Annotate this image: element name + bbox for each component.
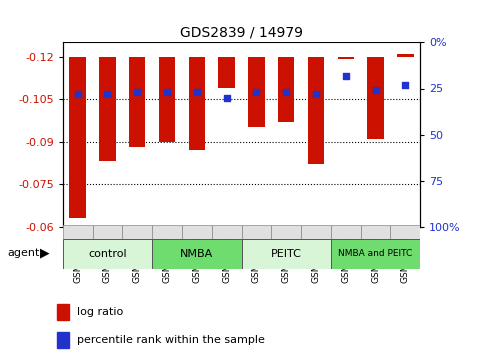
FancyBboxPatch shape: [242, 239, 331, 269]
FancyBboxPatch shape: [63, 225, 93, 239]
Point: [312, 91, 320, 97]
Bar: [308, 57, 324, 164]
FancyBboxPatch shape: [63, 239, 152, 269]
FancyBboxPatch shape: [390, 225, 420, 239]
FancyBboxPatch shape: [361, 225, 390, 239]
Point: [253, 89, 260, 95]
Point: [223, 95, 230, 101]
Bar: [368, 57, 384, 139]
Bar: [248, 57, 265, 127]
Text: ▶: ▶: [40, 247, 50, 259]
Text: percentile rank within the sample: percentile rank within the sample: [77, 335, 265, 346]
Bar: [57, 332, 69, 348]
Bar: [189, 57, 205, 150]
Point: [342, 73, 350, 79]
Title: GDS2839 / 14979: GDS2839 / 14979: [180, 26, 303, 40]
FancyBboxPatch shape: [331, 225, 361, 239]
FancyBboxPatch shape: [301, 225, 331, 239]
Text: PEITC: PEITC: [271, 249, 301, 259]
Point: [74, 91, 82, 97]
Text: agent: agent: [7, 248, 40, 258]
Bar: [99, 57, 115, 161]
FancyBboxPatch shape: [212, 225, 242, 239]
FancyBboxPatch shape: [152, 239, 242, 269]
Point: [193, 89, 201, 95]
Bar: [218, 57, 235, 88]
Bar: [57, 304, 69, 320]
FancyBboxPatch shape: [271, 225, 301, 239]
Bar: [159, 57, 175, 142]
Point: [163, 89, 171, 95]
Text: control: control: [88, 249, 127, 259]
Point: [133, 89, 141, 95]
Text: log ratio: log ratio: [77, 307, 123, 317]
Bar: [278, 57, 294, 122]
Point: [104, 91, 112, 97]
FancyBboxPatch shape: [122, 225, 152, 239]
FancyBboxPatch shape: [93, 225, 122, 239]
FancyBboxPatch shape: [152, 225, 182, 239]
Point: [401, 82, 409, 88]
Bar: [70, 57, 86, 218]
Bar: [129, 57, 145, 147]
Point: [372, 87, 380, 93]
FancyBboxPatch shape: [182, 225, 212, 239]
Point: [282, 89, 290, 95]
Bar: [338, 57, 354, 59]
Bar: [397, 54, 413, 57]
Text: NMBA: NMBA: [180, 249, 213, 259]
FancyBboxPatch shape: [331, 239, 420, 269]
FancyBboxPatch shape: [242, 225, 271, 239]
Text: NMBA and PEITC: NMBA and PEITC: [339, 250, 412, 258]
